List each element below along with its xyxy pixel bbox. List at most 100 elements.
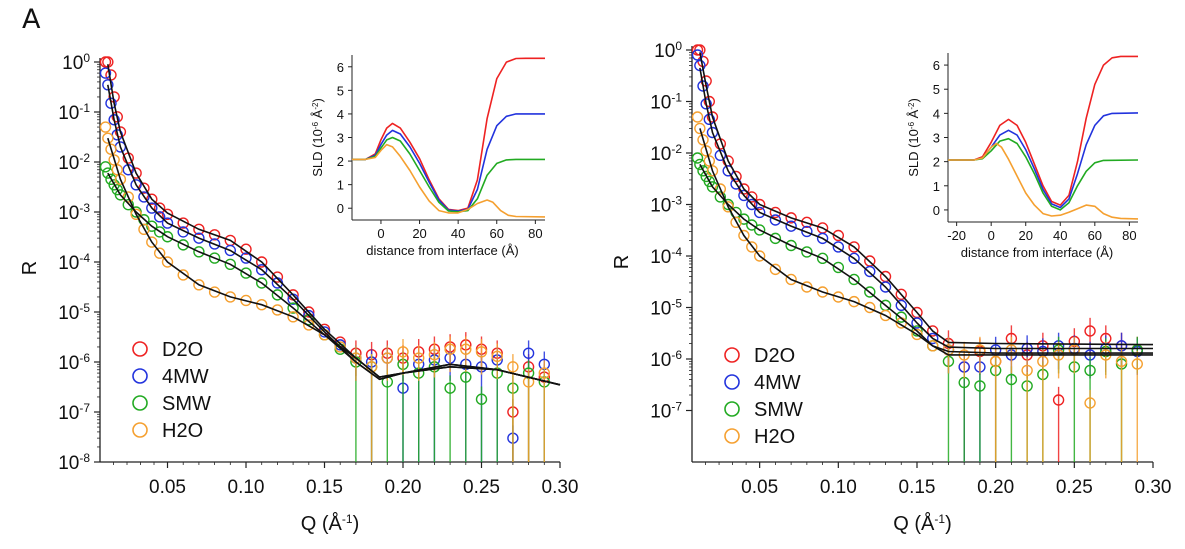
data-point bbox=[102, 132, 114, 144]
data-point bbox=[475, 346, 488, 358]
data-point bbox=[832, 261, 845, 274]
data-point bbox=[381, 352, 394, 364]
data-point bbox=[703, 95, 716, 108]
data-point bbox=[706, 181, 719, 193]
data-point bbox=[193, 279, 205, 291]
inset-y-tick-label: 3 bbox=[933, 131, 940, 146]
data-point bbox=[161, 231, 174, 243]
y-axis-label: R bbox=[19, 261, 41, 275]
y-tick-label: 10-5 bbox=[650, 297, 682, 320]
inset-y-tick-label: 0 bbox=[933, 203, 940, 218]
data-point bbox=[114, 189, 127, 201]
data-point bbox=[208, 252, 221, 264]
inset-line-4MW bbox=[352, 113, 545, 212]
x-tick-label: 0.10 bbox=[820, 477, 857, 498]
data-point bbox=[694, 122, 706, 135]
fit-line bbox=[107, 137, 561, 386]
data-point bbox=[703, 175, 716, 188]
data-point bbox=[769, 263, 782, 276]
legend-label: SMW bbox=[754, 399, 803, 421]
data-point bbox=[989, 355, 1002, 368]
y-tick-label: 10-3 bbox=[650, 194, 682, 217]
inset-x-tick-label: 60 bbox=[490, 226, 504, 241]
data-point bbox=[99, 161, 112, 173]
inset-y-tick-label: 4 bbox=[933, 106, 940, 121]
inset-x-tick-label: -20 bbox=[947, 228, 966, 243]
data-point bbox=[848, 295, 860, 308]
data-point bbox=[738, 189, 750, 202]
data-point bbox=[99, 56, 112, 68]
data-point bbox=[746, 241, 758, 253]
inset-y-tick-label: 1 bbox=[337, 178, 344, 193]
y-tick-label: 10-5 bbox=[58, 301, 90, 324]
x-tick-label: 0.05 bbox=[149, 477, 186, 498]
y-tick-label: 100 bbox=[654, 39, 682, 62]
data-point bbox=[224, 244, 237, 257]
data-point bbox=[801, 216, 813, 229]
inset-x-tick-label: 80 bbox=[528, 226, 542, 241]
x-axis-label: Q (Å-1) bbox=[893, 512, 951, 535]
data-point bbox=[153, 202, 166, 214]
y-tick-label: 10-4 bbox=[650, 245, 682, 268]
data-point bbox=[208, 238, 221, 250]
data-point bbox=[746, 191, 758, 203]
data-point bbox=[832, 229, 845, 242]
data-point bbox=[460, 343, 472, 355]
series-SMW bbox=[99, 161, 551, 462]
data-point bbox=[161, 217, 174, 229]
data-point bbox=[114, 173, 127, 186]
data-point bbox=[753, 250, 766, 262]
data-point bbox=[475, 393, 488, 405]
inset-y-tick-label: 5 bbox=[933, 82, 940, 97]
inset-y-axis-label: SLD (10-6 Å-2) bbox=[310, 98, 325, 177]
legend-marker bbox=[724, 428, 740, 444]
data-point bbox=[864, 286, 876, 298]
data-point bbox=[1084, 364, 1096, 377]
x-tick-label: 0.25 bbox=[1056, 477, 1093, 498]
data-point bbox=[507, 361, 519, 373]
legend-label: H2O bbox=[162, 420, 203, 442]
data-point bbox=[848, 241, 860, 253]
x-tick-label: 0.25 bbox=[463, 477, 500, 498]
data-point bbox=[895, 311, 907, 323]
legend-marker bbox=[132, 422, 148, 438]
inset-sld-chart: 0 1 2 3 4 5 6 -20 0 20 40 60 80 distance from interfa… bbox=[906, 53, 1139, 260]
data-point bbox=[108, 114, 120, 126]
legend-marker bbox=[132, 395, 148, 411]
y-tick-label: 10-6 bbox=[58, 351, 90, 374]
data-point bbox=[146, 220, 158, 232]
data-point bbox=[911, 328, 923, 341]
data-point bbox=[146, 202, 158, 214]
legend-marker bbox=[724, 401, 740, 417]
data-point bbox=[397, 346, 409, 358]
data-point bbox=[240, 252, 252, 264]
data-point bbox=[816, 252, 829, 265]
data-point bbox=[691, 152, 704, 164]
y-tick-label: 10-1 bbox=[58, 101, 90, 124]
inset-y-tick-label: 6 bbox=[933, 58, 940, 73]
inset-x-axis-label: distance from interface (Å) bbox=[366, 243, 518, 258]
data-point bbox=[730, 216, 742, 229]
data-point bbox=[785, 273, 797, 286]
data-point bbox=[138, 223, 150, 236]
data-point bbox=[105, 143, 117, 155]
data-point bbox=[256, 298, 268, 311]
data-point bbox=[256, 264, 268, 276]
data-point bbox=[785, 239, 797, 252]
data-point bbox=[911, 317, 923, 329]
data-point bbox=[848, 273, 860, 286]
data-point bbox=[240, 243, 252, 255]
data-point bbox=[706, 111, 719, 123]
data-point bbox=[801, 225, 813, 238]
inset-y-tick-label: 3 bbox=[337, 131, 344, 146]
data-point bbox=[1131, 358, 1143, 370]
inset-line-SMW bbox=[948, 137, 1139, 211]
inset-x-axis-label: distance from interface (Å) bbox=[961, 245, 1113, 260]
data-point bbox=[224, 258, 237, 270]
data-point bbox=[428, 348, 441, 361]
y-tick-label: 10-8 bbox=[58, 451, 90, 474]
legend-label: 4MW bbox=[162, 366, 209, 388]
